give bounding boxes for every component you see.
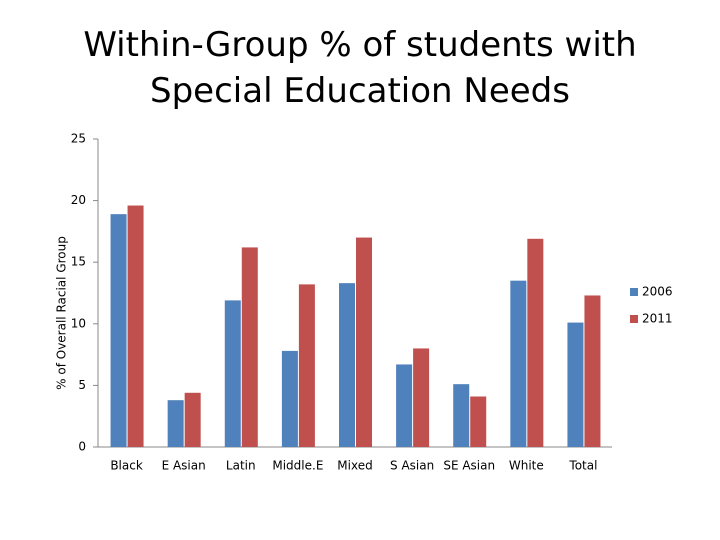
bar xyxy=(339,283,355,447)
y-tick-label: 0 xyxy=(78,440,86,454)
legend-label: 2011 xyxy=(642,312,673,326)
legend-label: 2006 xyxy=(642,285,673,299)
bar xyxy=(470,396,487,447)
bar xyxy=(584,295,601,447)
bar xyxy=(184,392,201,447)
bar xyxy=(281,350,298,447)
bar xyxy=(396,364,413,447)
bar xyxy=(413,348,430,447)
chart-title: Within-Group % of students with Special … xyxy=(83,25,637,111)
x-tick-label: SE Asian xyxy=(443,459,495,473)
y-tick-label: 15 xyxy=(71,255,86,269)
legend-swatch xyxy=(630,288,638,296)
y-tick-label: 20 xyxy=(71,193,86,207)
y-tick-label: 5 xyxy=(78,378,86,392)
x-tick-label: Latin xyxy=(226,459,256,473)
bar xyxy=(567,322,584,447)
bar xyxy=(127,205,144,447)
bar xyxy=(453,384,470,447)
bar xyxy=(527,238,544,447)
y-tick-label: 10 xyxy=(71,316,86,330)
legend-swatch xyxy=(630,315,638,323)
bar xyxy=(110,214,127,447)
x-tick-label: S Asian xyxy=(390,459,434,473)
x-tick-label: Middle.E xyxy=(272,459,323,473)
bar xyxy=(224,300,241,447)
y-tick-label: 25 xyxy=(71,132,86,146)
x-tick-label: White xyxy=(509,459,544,473)
x-tick-label: E Asian xyxy=(162,459,206,473)
bar xyxy=(241,247,258,447)
bar xyxy=(298,284,315,447)
y-axis-label: % of Overall Racial Group xyxy=(55,236,69,390)
bar xyxy=(167,400,184,447)
bar xyxy=(356,237,372,447)
bar xyxy=(510,280,527,447)
x-tick-label: Mixed xyxy=(337,459,372,473)
x-tick-label: Total xyxy=(568,459,597,473)
x-tick-label: Black xyxy=(110,459,143,473)
